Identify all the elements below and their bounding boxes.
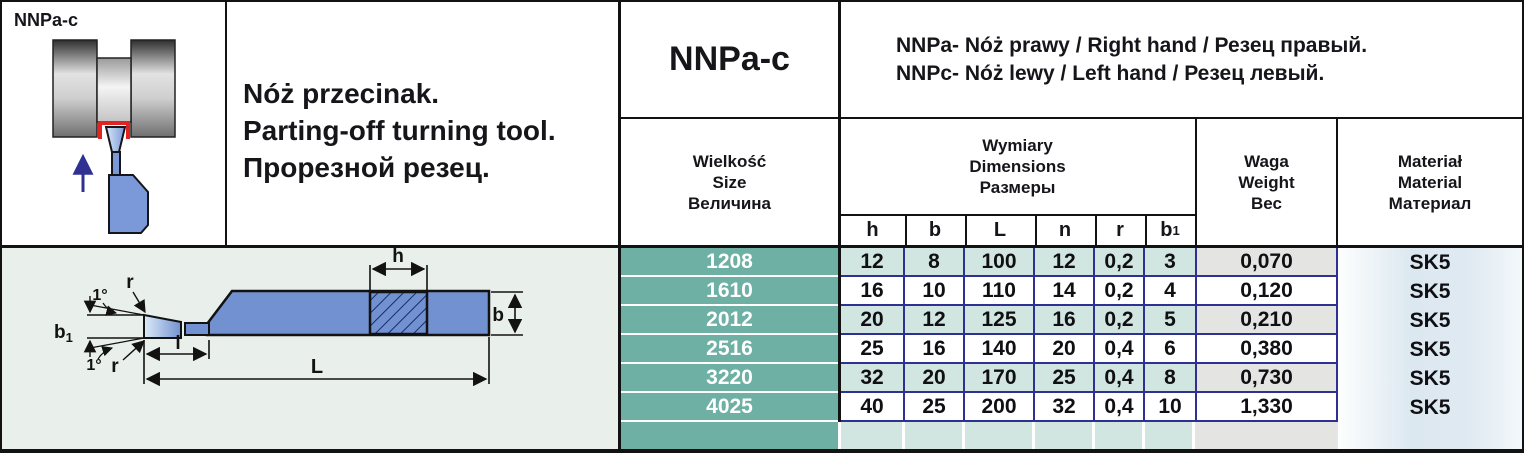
col-header-L: L [993,219,1007,241]
dimension-b [491,291,523,336]
col-header-h: h [866,219,879,241]
weight-column-header: Waga Weight Вес [1238,151,1295,213]
size-table: 1208 12 8 100 12 0,2 3 0,070 1610 16 10 … [621,248,1338,449]
label-h: h [392,248,404,267]
thumbnail-panel: NNPa-c [2,2,225,245]
label-b1: b1 [54,322,73,345]
size-cell [621,422,838,449]
subheader-divider [965,216,967,245]
size-cell: 1208 [621,248,838,277]
weight-cell: 0,730 [1195,364,1338,393]
size-column-header: Wielkość Size Величина [687,151,772,213]
dimension-b1 [83,296,143,357]
table-row-empty [621,422,1338,449]
divider-header-horizontal [621,117,1524,119]
weight-cell: 1,330 [1195,393,1338,422]
material-cell: SK5 [1409,308,1451,332]
groove-highlight-bracket [98,121,130,139]
weight-cell: 0,070 [1195,248,1338,277]
col-header-r: r [1116,219,1124,241]
dimension-h [369,261,428,290]
divider-model-variants [838,0,841,245]
technical-drawing-panel: h b b1 1° 1 [2,246,618,449]
divider-main-vertical [618,0,621,453]
table-row: 2012 20 12 125 16 0,2 5 0,210 [621,306,1338,335]
tool-neck [184,322,210,336]
weight-cell [1195,422,1338,449]
subheader-divider [905,216,907,245]
label-l: l [175,333,180,354]
dimension-L [145,337,490,387]
label-angle-top: 1° [92,287,107,304]
border-left [0,0,2,453]
table-row: 3220 32 20 170 25 0,4 8 0,730 [621,364,1338,393]
col-header-n: n [1058,219,1072,241]
dimensions-column-header: Wymiary Dimensions Размеры [969,136,1066,197]
weight-cell: 0,120 [1195,277,1338,306]
variant-left-hand: NNPc- Nóż lewy / Left hand / Резец левый… [896,61,1325,85]
variants-cell: NNPa- Nóż prawy / Right hand / Резец пра… [840,2,1522,117]
border-right [1522,0,1524,453]
weight-cell: 0,380 [1195,335,1338,364]
divider-body-top-thick [0,245,1524,248]
radius-leaders [122,291,146,361]
label-b: b [492,305,504,326]
table-row: 1610 16 10 110 14 0,2 4 0,120 [621,277,1338,306]
thumbnail-code-label: NNPa-c [14,10,79,30]
workpiece [52,39,176,138]
product-name-en: Parting-off turning tool. [243,115,556,146]
tool-shank [143,289,491,339]
material-cell: SK5 [1409,337,1451,361]
table-row: 2516 25 16 140 20 0,4 6 0,380 [621,335,1338,364]
divider-weight-left [1195,117,1197,247]
variant-right-hand: NNPa- Nóż prawy / Right hand / Резец пра… [896,33,1368,57]
label-angle-bottom: 1° [86,357,101,374]
material-cell: SK5 [1409,366,1451,390]
dimension-l [143,340,210,384]
col-header-b: b [928,219,942,241]
material-cell: SK5 [1409,279,1451,303]
label-r-bottom: r [111,356,119,377]
material-column-header: Materiał Material Материал [1388,151,1472,213]
model-code: NNPa-c [669,40,790,78]
material-cell: SK5 [1409,395,1451,419]
table-row: 1208 12 8 100 12 0,2 3 0,070 [621,248,1338,277]
product-name-panel: Nóż przecinak. Parting-off turning tool.… [227,2,618,245]
parting-tool [104,126,149,234]
material-column: SK5 SK5 SK5 SK5 SK5 SK5 [1338,248,1522,449]
material-cell: SK5 [1409,250,1451,274]
label-L: L [311,356,323,378]
size-cell: 4025 [621,393,838,422]
weight-cell: 0,210 [1195,306,1338,335]
subheader-divider [1095,216,1097,245]
subheader-divider [1035,216,1037,245]
divider-material-left [1336,117,1338,247]
size-cell: 3220 [621,364,838,393]
divider-subheader-top [840,214,1195,216]
tool-dimension-drawing: h b b1 1° 1 [54,246,523,387]
tool-nose [143,313,182,339]
parting-operation-illustration [52,39,176,234]
size-cell: 1610 [621,277,838,306]
taper-angle-lines [89,302,145,360]
border-top [0,0,1524,2]
label-r-top: r [126,272,134,293]
subheader-divider [1145,216,1147,245]
product-name-pl: Nóż przecinak. [243,78,440,109]
hatched-section [368,290,429,336]
size-cell: 2516 [621,335,838,364]
table-row: 4025 40 25 200 32 0,4 10 1,330 [621,393,1338,422]
border-bottom [0,449,1524,453]
product-name-ru: Прорезной резец. [243,152,490,183]
divider-illu-desc [225,0,227,247]
size-cell: 2012 [621,306,838,335]
